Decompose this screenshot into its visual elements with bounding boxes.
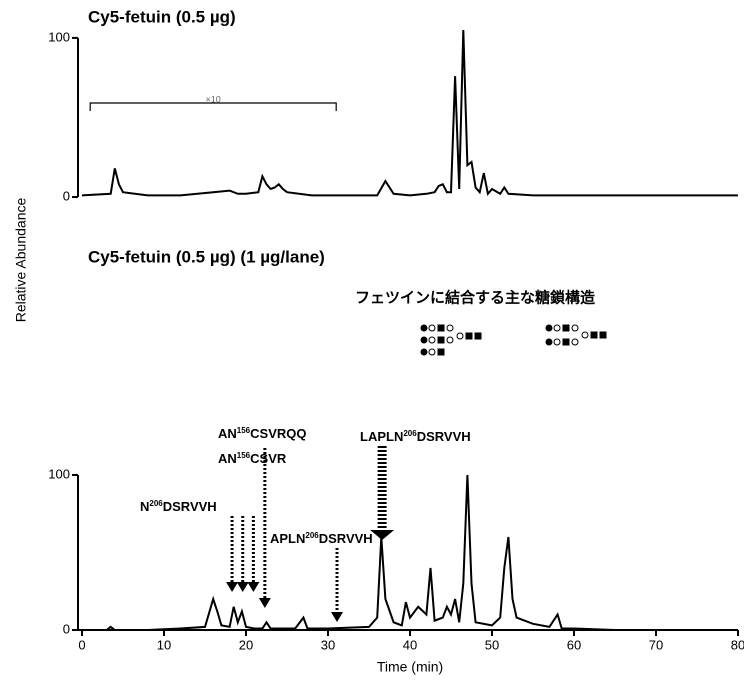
x-tick-label: 20: [239, 637, 253, 652]
annotation-sup: 206: [149, 499, 163, 508]
annotation: APLN206DSRVVH: [270, 531, 373, 546]
annotation-part: N: [140, 499, 149, 514]
subtitle: フェツインに結合する主な糖鎖構造: [355, 289, 595, 307]
y-axis-label: Relative Abundance: [13, 198, 29, 323]
y-tick-label: 0: [63, 621, 70, 636]
y-tick-label: 100: [48, 466, 70, 481]
trace: [81, 29, 738, 197]
trace: [82, 474, 738, 631]
arrow-head: [247, 582, 260, 592]
annotation: LAPLN206DSRVVH: [360, 429, 471, 444]
glycan-icons: [420, 324, 607, 356]
arrow-head: [331, 612, 344, 622]
arrow-head: [370, 530, 395, 540]
x-tick-label: 30: [321, 637, 335, 652]
annotation: AN156CSVRQQ: [218, 426, 306, 441]
x-axis-label: Time (min): [377, 659, 443, 675]
annotation-part: DSRVVH: [319, 531, 373, 546]
y-tick-label: 100: [48, 29, 70, 44]
bracket-label: ×10: [206, 94, 221, 104]
arrow-head: [258, 598, 271, 608]
x-tick-label: 10: [157, 637, 171, 652]
annotation-part: APLN: [270, 531, 305, 546]
x-tick-label: 50: [485, 637, 499, 652]
bracket: [89, 102, 337, 111]
annotation-part: CSVRQQ: [250, 426, 306, 441]
annotation: N206DSRVVH: [140, 499, 217, 514]
annotation-part: LAPLN: [360, 429, 403, 444]
annotation-part: DSRVVH: [417, 429, 471, 444]
chart-title: Cy5-fetuin (0.5 µg): [88, 7, 236, 26]
annotation-sup: 206: [403, 429, 417, 438]
y-tick-label: 0: [63, 188, 70, 203]
x-tick-label: 40: [403, 637, 417, 652]
annotation-part: CSVR: [250, 451, 287, 466]
arrow-head: [226, 582, 239, 592]
annotation: AN156CSVR: [218, 451, 287, 466]
annotation-sup: 156: [237, 451, 251, 460]
annotation-part: AN: [218, 451, 237, 466]
x-tick-label: 0: [78, 637, 85, 652]
annotation-sup: 206: [305, 531, 319, 540]
x-tick-label: 80: [731, 637, 744, 652]
annotation-sup: 156: [237, 426, 251, 435]
chart-title: Cy5-fetuin (0.5 µg) (1 µg/lane): [88, 247, 325, 266]
annotation-part: AN: [218, 426, 237, 441]
arrow-head: [236, 582, 249, 592]
x-tick-label: 70: [649, 637, 663, 652]
x-tick-label: 60: [567, 637, 581, 652]
annotation-part: DSRVVH: [163, 499, 217, 514]
